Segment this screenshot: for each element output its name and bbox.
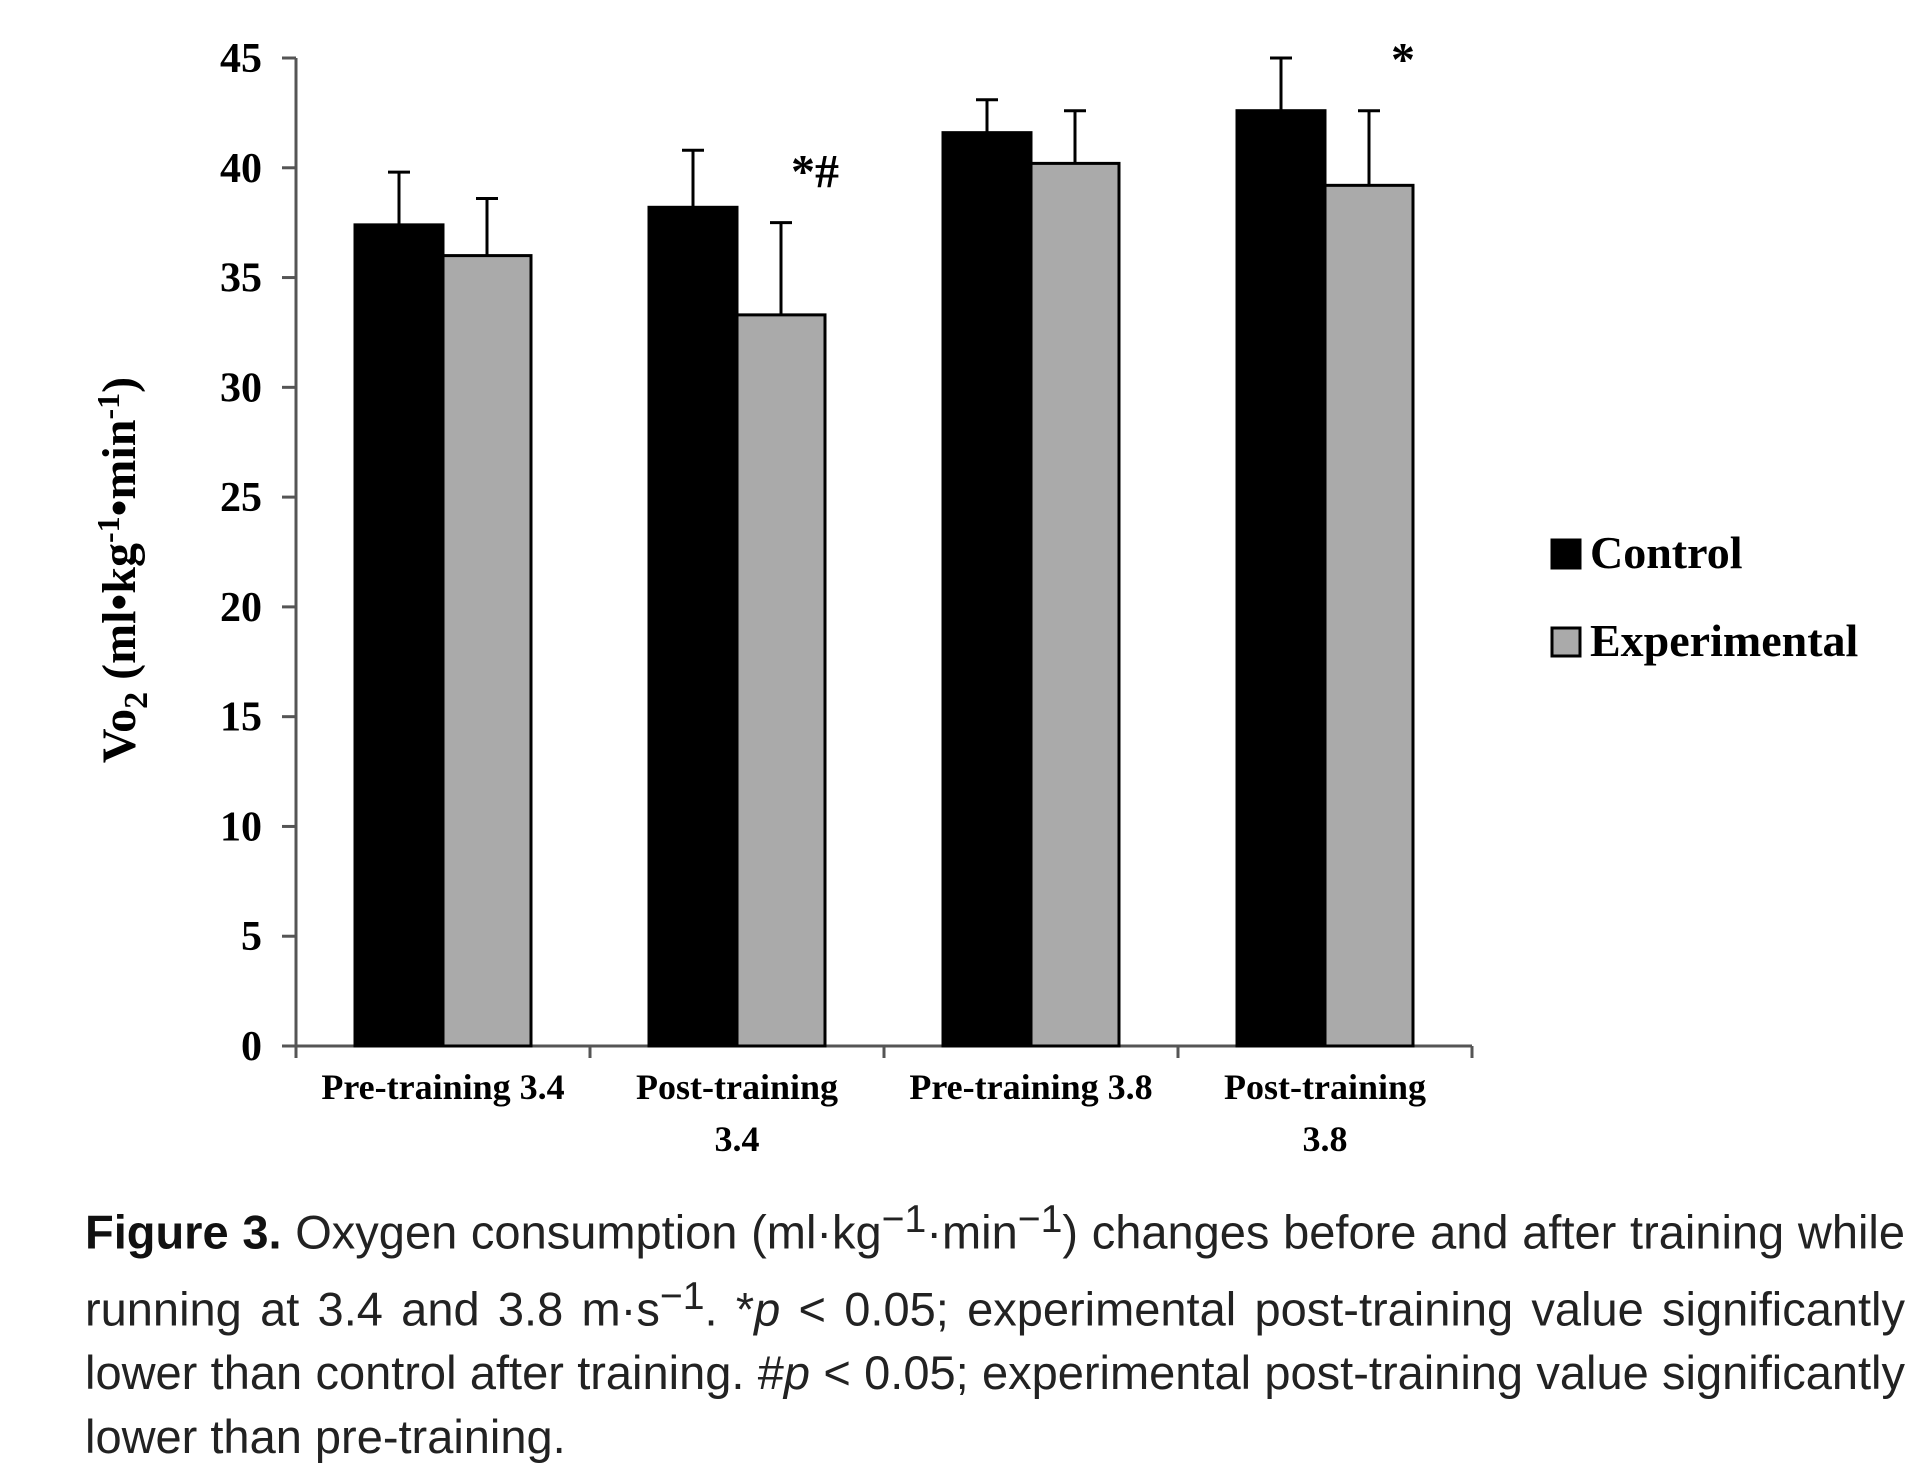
legend-swatch-control [1550,538,1582,570]
significance-annotation: * [1391,34,1415,87]
bar-control-2 [941,131,1033,1048]
bar-experimental-1 [735,313,827,1048]
bar-experimental-3 [1323,183,1415,1048]
legend-label-experimental: Experimental [1590,615,1858,666]
y-tick-label: 45 [220,36,262,82]
bar-control-1 [647,205,739,1048]
y-tick-label: 15 [220,695,262,741]
legend-label-control: Control [1590,527,1743,578]
figure-caption: Figure 3. Oxygen consumption (ml·kg−1·mi… [85,1198,1905,1464]
bar-control-3 [1235,109,1327,1048]
x-category-label: Post-training [636,1067,838,1107]
caption-label: Figure 3. [85,1205,282,1259]
y-tick-label: 5 [241,914,262,960]
y-tick-label: 25 [220,475,262,521]
x-category-label: Pre-training 3.8 [909,1067,1152,1107]
legend-swatch-experimental [1550,626,1582,658]
x-category-label: Post-training [1224,1067,1426,1107]
bar-experimental-0 [441,254,533,1048]
x-category-label: Pre-training 3.4 [321,1067,564,1107]
significance-annotation: *# [791,146,839,199]
x-category-label: 3.8 [1303,1119,1348,1159]
y-tick-label: 40 [220,146,262,192]
y-axis-title: Vo2 (ml•kg-1•min-1) [90,377,155,763]
y-tick-label: 30 [220,365,262,411]
y-tick-label: 0 [241,1024,262,1070]
y-tick-label: 35 [220,256,262,302]
bar-experimental-2 [1029,161,1121,1048]
y-tick-label: 20 [220,585,262,631]
y-tick-label: 10 [220,804,262,850]
x-category-label: 3.4 [715,1119,760,1159]
bar-chart: 0 5 10 15 20 25 30 35 40 45 Pre-training 3.4 Post-t… [90,34,1858,1159]
bar-control-0 [353,223,445,1048]
